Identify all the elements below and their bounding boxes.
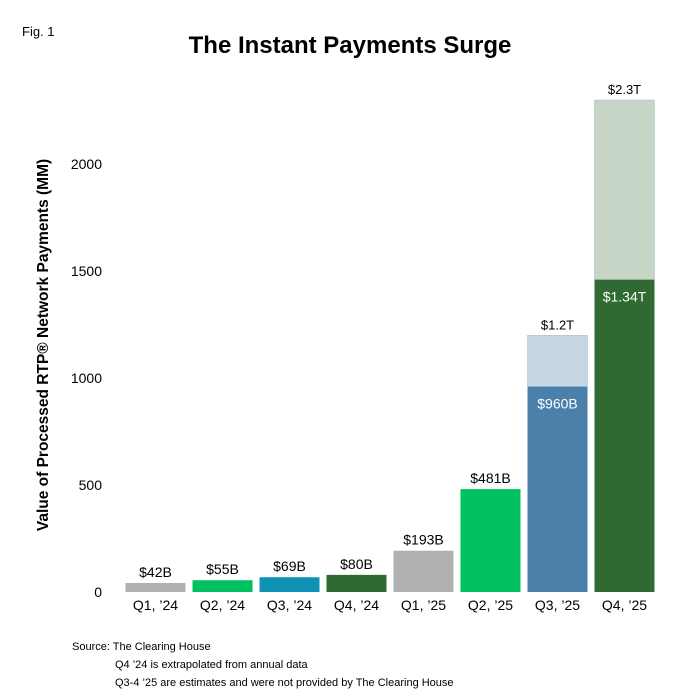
bar (393, 550, 454, 592)
x-tick-label: Q4, ’25 (602, 597, 647, 613)
x-tick-label: Q4, ’24 (334, 597, 379, 613)
x-tick-label: Q1, ’24 (133, 597, 178, 613)
x-tick-label: Q3, ’25 (535, 597, 580, 613)
y-tick-label: 500 (79, 477, 103, 493)
y-tick-label: 0 (94, 584, 102, 600)
bar-extension-label: $1.2T (541, 317, 574, 332)
footnote-estimates: Q3-4 ’25 are estimates and were not prov… (115, 677, 454, 689)
x-tick-label: Q3, ’24 (267, 597, 312, 613)
chart-title: The Instant Payments Surge (188, 32, 512, 59)
bar-value-label: $1.34T (603, 289, 647, 305)
bar (527, 386, 588, 592)
bar-value-label: $42B (139, 564, 172, 580)
bar-value-label: $481B (470, 470, 510, 486)
bar-value-label: $55B (206, 561, 239, 577)
bar (259, 577, 320, 592)
bar-extension (527, 335, 588, 387)
bar-value-label: $80B (340, 556, 373, 572)
bar (594, 279, 655, 592)
bar (125, 583, 186, 592)
x-tick-label: Q1, ’25 (401, 597, 446, 613)
source-note: Source: The Clearing House (72, 641, 211, 653)
x-tick-label: Q2, ’25 (468, 597, 513, 613)
y-tick-label: 1000 (71, 370, 102, 386)
bar-value-label: $193B (403, 532, 443, 548)
bar (326, 574, 387, 592)
figure-label: Fig. 1 (22, 24, 55, 39)
y-tick-label: 2000 (71, 156, 102, 172)
bar-value-label: $960B (537, 396, 577, 412)
bar-extension-label: $2.3T (608, 82, 641, 97)
bar (460, 489, 521, 592)
footnote-extrapolated: Q4 ’24 is extrapolated from annual data (115, 659, 308, 671)
bar (192, 580, 253, 592)
bar-extension (594, 99, 655, 280)
bar-value-label: $69B (273, 558, 306, 574)
x-tick-label: Q2, ’24 (200, 597, 245, 613)
y-tick-label: 1500 (71, 263, 102, 279)
